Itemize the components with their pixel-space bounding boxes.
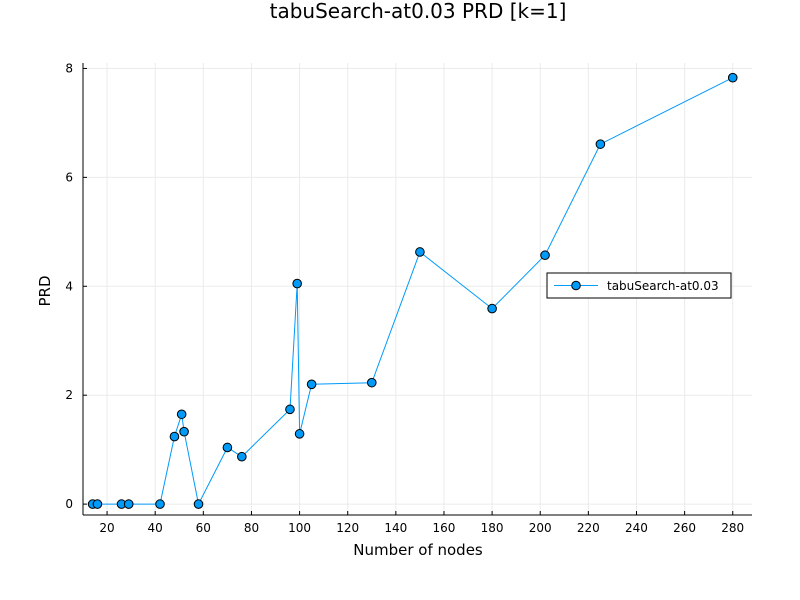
- y-axis-label: PRD: [36, 275, 54, 306]
- x-tick-label: 80: [244, 521, 259, 535]
- x-tick-label: 180: [481, 521, 504, 535]
- data-point: [415, 247, 425, 257]
- data-point: [169, 431, 180, 442]
- data-point: [306, 379, 317, 390]
- y-tick-label: 8: [65, 61, 73, 75]
- x-tick-label: 60: [196, 521, 211, 535]
- data-point: [292, 278, 302, 289]
- y-tick-label: 4: [65, 279, 73, 293]
- data-point: [595, 139, 606, 149]
- data-point: [176, 409, 187, 420]
- data-point: [237, 451, 247, 462]
- data-point: [155, 499, 165, 509]
- data-point: [123, 499, 134, 509]
- y-axis-ticks: 0 2 4 6 8: [65, 61, 87, 511]
- legend-label: tabuSearch-at0.03: [607, 279, 719, 293]
- data-point: [193, 499, 204, 509]
- data-point: [366, 377, 377, 388]
- plot-area: [87, 72, 738, 509]
- y-tick-label: 6: [65, 170, 73, 184]
- x-axis-label: Number of nodes: [353, 541, 483, 559]
- data-point: [487, 303, 497, 314]
- data-point: [179, 426, 189, 437]
- x-tick-label: 260: [673, 521, 696, 535]
- data-point: [294, 429, 305, 439]
- x-tick-label: 40: [148, 521, 163, 535]
- data-point: [727, 72, 738, 83]
- x-tick-label: 140: [384, 521, 407, 535]
- x-axis-ticks: 20 40 60 80 100 120 140 160 180 200 220 240 260 280: [99, 511, 744, 535]
- x-tick-label: 220: [577, 521, 600, 535]
- y-tick-label: 2: [65, 388, 73, 402]
- x-tick-label: 20: [99, 521, 114, 535]
- chart-title: tabuSearch-at0.03 PRD [k=1]: [270, 0, 567, 23]
- legend: tabuSearch-at0.03: [546, 272, 732, 299]
- data-point: [222, 442, 233, 453]
- x-tick-label: 200: [529, 521, 552, 535]
- data-point: [540, 250, 550, 261]
- x-tick-label: 100: [288, 521, 311, 535]
- data-point: [92, 499, 103, 509]
- x-tick-label: 240: [625, 521, 648, 535]
- y-tick-label: 0: [65, 497, 73, 511]
- legend-marker: [571, 280, 581, 291]
- x-tick-label: 280: [721, 521, 744, 535]
- x-tick-label: 120: [336, 521, 359, 535]
- x-tick-label: 160: [433, 521, 456, 535]
- data-point: [285, 404, 295, 415]
